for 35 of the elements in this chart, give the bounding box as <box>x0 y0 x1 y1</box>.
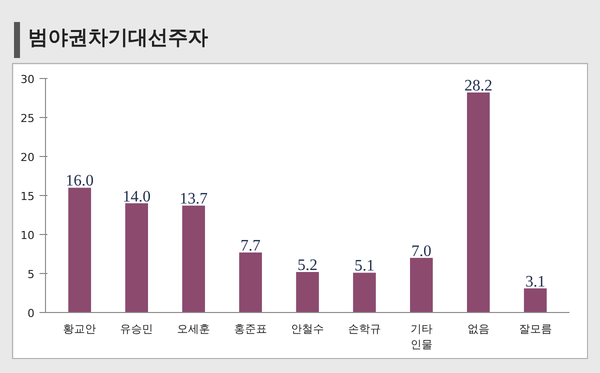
y-tick-label: 15 <box>20 190 35 203</box>
bar <box>182 206 205 312</box>
x-tick-label: 유승민 <box>120 322 154 336</box>
data-label: 5.2 <box>298 256 318 274</box>
data-label: 13.7 <box>180 190 208 208</box>
x-tick-label: 안철수 <box>291 322 324 336</box>
x-tick-label: 없음 <box>467 322 490 336</box>
bar <box>410 258 433 312</box>
data-label: 7.0 <box>411 242 432 260</box>
x-tick-label: 기타 인물 <box>410 322 432 352</box>
x-tick-label: 홍준표 <box>234 322 268 336</box>
data-label: 7.7 <box>240 237 261 254</box>
x-tick-label: 잘모름 <box>518 322 552 336</box>
bar <box>466 92 490 312</box>
data-label: 28.2 <box>464 78 492 95</box>
bar <box>125 203 148 312</box>
data-label: 5.1 <box>354 258 374 275</box>
y-tick-label: 0 <box>28 307 34 320</box>
bar <box>296 272 319 312</box>
y-tick-label: 5 <box>28 268 34 281</box>
y-tick-label: 20 <box>20 151 35 164</box>
bar <box>239 252 262 312</box>
x-tick-label: 손학규 <box>348 322 381 336</box>
y-tick-label: 10 <box>20 229 35 242</box>
y-tick-label: 25 <box>20 112 35 125</box>
bar <box>353 272 376 312</box>
bar <box>524 288 547 312</box>
x-tick-label: 오세훈 <box>177 322 210 336</box>
y-tick-label: 30 <box>20 73 35 86</box>
data-label: 16.0 <box>66 172 94 190</box>
bar <box>68 188 92 312</box>
x-tick-label: 황교안 <box>63 322 96 336</box>
data-label: 3.1 <box>525 273 546 290</box>
data-label: 14.0 <box>122 188 151 206</box>
chart-title: 범야권차기대선주자 <box>28 24 208 51</box>
